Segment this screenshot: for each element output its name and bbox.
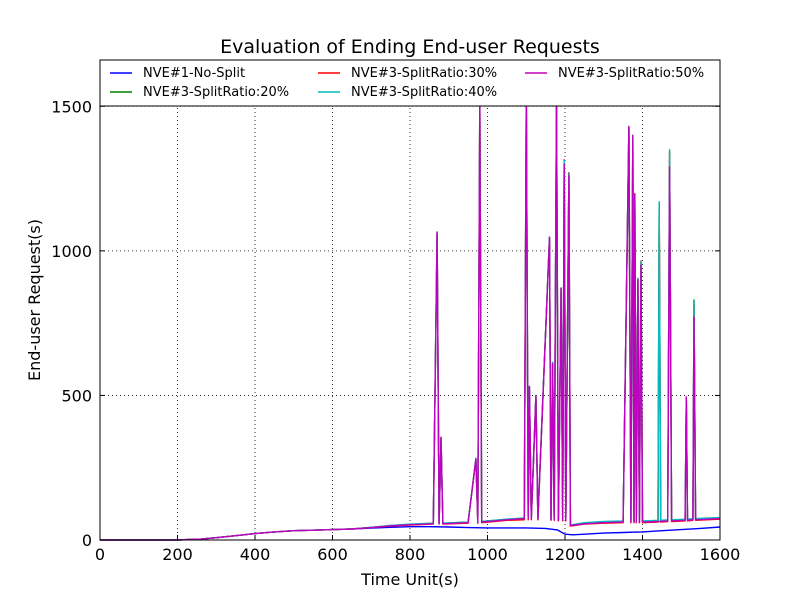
- x-tick-label: 400: [240, 545, 271, 564]
- legend-label-1: NVE#3-SplitRatio:20%: [143, 85, 289, 100]
- x-tick-label: 1000: [467, 545, 508, 564]
- x-tick-label: 600: [317, 545, 348, 564]
- y-axis-title: End-user Request(s): [25, 219, 44, 381]
- x-tick-label: 800: [395, 545, 426, 564]
- y-tick-label: 1500: [51, 97, 92, 116]
- series-layer: [100, 89, 721, 541]
- legend-label-3: NVE#3-SplitRatio:40%: [351, 85, 497, 100]
- x-tick-label: 1200: [545, 545, 586, 564]
- y-tick-label: 0: [82, 531, 92, 550]
- x-tick-label: 0: [95, 545, 105, 564]
- y-tick-label: 500: [61, 386, 92, 405]
- y-tick-label: 1000: [51, 242, 92, 261]
- legend-label-4: NVE#3-SplitRatio:50%: [558, 66, 704, 81]
- series-line-4: [100, 94, 721, 541]
- legend: NVE#1-No-Split NVE#3-SplitRatio:20% NVE#3-…: [99, 59, 721, 107]
- x-tick-label: 1600: [700, 545, 741, 564]
- chart-title: Evaluation of Ending End-user Requests: [220, 36, 600, 58]
- x-tick-label: 200: [162, 545, 193, 564]
- legend-label-0: NVE#1-No-Split: [143, 66, 245, 81]
- x-axis-title: Time Unit(s): [360, 570, 459, 589]
- x-tick-label: 1400: [622, 545, 663, 564]
- legend-label-2: NVE#3-SplitRatio:30%: [351, 66, 497, 81]
- legend-box: [99, 59, 721, 107]
- axis-ticks: 0 200 400 600 800 1000 1200 1400 1600 0 500 1000 150…: [51, 60, 740, 564]
